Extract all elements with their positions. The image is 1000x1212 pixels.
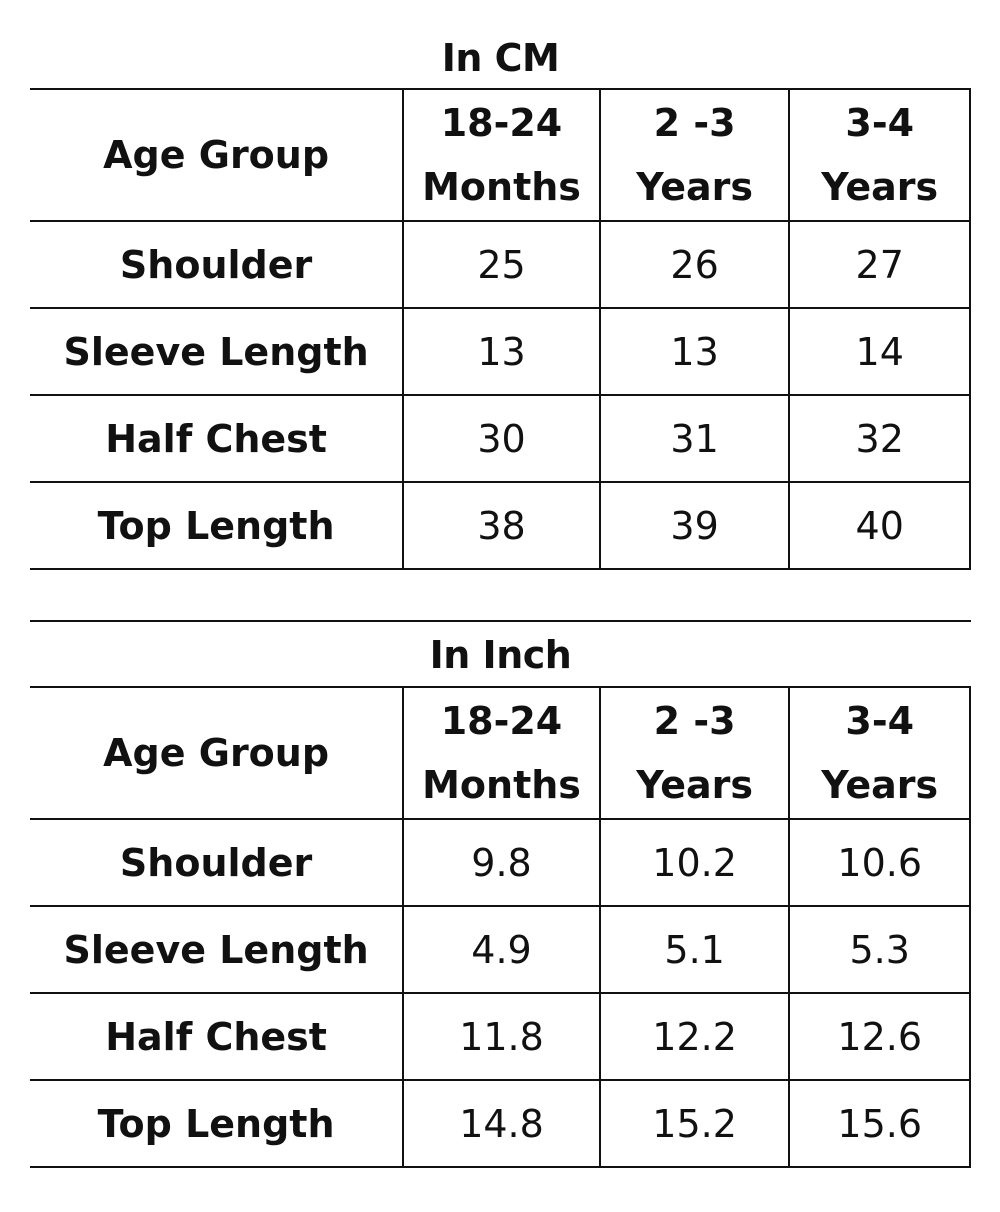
row-label: Shoulder [30, 220, 405, 309]
row-label: Half Chest [30, 394, 405, 483]
table-cell: 13 [402, 307, 601, 396]
table-cell: 11.8 [402, 992, 601, 1081]
table-cell: 32 [788, 394, 971, 483]
table-cell: 27 [788, 220, 971, 309]
table-cell: 4.9 [402, 905, 601, 994]
header-col: 3-4 Years [788, 88, 971, 222]
table-row: Shoulder 25 26 27 [30, 220, 971, 309]
table-cell: 31 [598, 394, 791, 483]
table-cell: 9.8 [402, 818, 601, 907]
size-table-inch: Age Group 18-24 Months 2 -3 Years 3-4 Years… [30, 686, 971, 1168]
header-line: Years [636, 165, 754, 209]
table-caption: In CM [441, 36, 560, 80]
table-cell: 12.6 [788, 992, 971, 1081]
header-line: 3-4 [845, 699, 915, 743]
table-caption: In Inch [429, 633, 572, 677]
header-line: 2 -3 [653, 101, 736, 145]
table-row: Sleeve Length 13 13 14 [30, 307, 971, 396]
row-label: Sleeve Length [30, 307, 405, 396]
table-cell: 10.6 [788, 818, 971, 907]
table-cell: 15.2 [598, 1079, 791, 1168]
size-chart-cm: In CM Age Group 18-24 Months 2 -3 Years 3-… [30, 28, 971, 570]
row-label: Sleeve Length [30, 905, 405, 994]
table-cell: 5.3 [788, 905, 971, 994]
header-col: 2 -3 Years [598, 686, 791, 820]
header-line: 2 -3 [653, 699, 736, 743]
table-row: Sleeve Length 4.9 5.1 5.3 [30, 905, 971, 994]
table-cell: 15.6 [788, 1079, 971, 1168]
table-row: Half Chest 30 31 32 [30, 394, 971, 483]
table-cell: 12.2 [598, 992, 791, 1081]
header-line: Years [636, 763, 754, 807]
header-line: 18-24 [440, 101, 563, 145]
header-age-group: Age Group [30, 686, 405, 820]
table-row: Top Length 14.8 15.2 15.6 [30, 1079, 971, 1168]
header-line: 3-4 [845, 101, 915, 145]
table-cell: 26 [598, 220, 791, 309]
header-line: Months [422, 165, 581, 209]
row-label: Shoulder [30, 818, 405, 907]
table-cell: 38 [402, 481, 601, 570]
table-row: Shoulder 9.8 10.2 10.6 [30, 818, 971, 907]
row-label: Top Length [30, 1079, 405, 1168]
header-line: Months [422, 763, 581, 807]
table-cell: 13 [598, 307, 791, 396]
row-label: Top Length [30, 481, 405, 570]
size-table-cm: Age Group 18-24 Months 2 -3 Years 3-4 Years… [30, 88, 971, 570]
header-line: 18-24 [440, 699, 563, 743]
header-age-group: Age Group [30, 88, 405, 222]
table-cell: 30 [402, 394, 601, 483]
table-cell: 40 [788, 481, 971, 570]
header-row: Age Group 18-24 Months 2 -3 Years 3-4 Years [30, 88, 971, 222]
header-col: 18-24 Months [402, 686, 601, 820]
header-line: Years [821, 165, 939, 209]
header-col: 2 -3 Years [598, 88, 791, 222]
header-row: Age Group 18-24 Months 2 -3 Years 3-4 Years [30, 686, 971, 820]
header-col: 3-4 Years [788, 686, 971, 820]
table-row: Half Chest 11.8 12.2 12.6 [30, 992, 971, 1081]
header-col: 18-24 Months [402, 88, 601, 222]
header-line: Years [821, 763, 939, 807]
size-chart-inch: In Inch Age Group 18-24 Months 2 -3 Years … [30, 620, 971, 1168]
table-cell: 39 [598, 481, 791, 570]
table-row: Top Length 38 39 40 [30, 481, 971, 570]
table-cell: 25 [402, 220, 601, 309]
table-cell: 5.1 [598, 905, 791, 994]
table-cell: 10.2 [598, 818, 791, 907]
table-cell: 14.8 [402, 1079, 601, 1168]
table-cell: 14 [788, 307, 971, 396]
row-label: Half Chest [30, 992, 405, 1081]
